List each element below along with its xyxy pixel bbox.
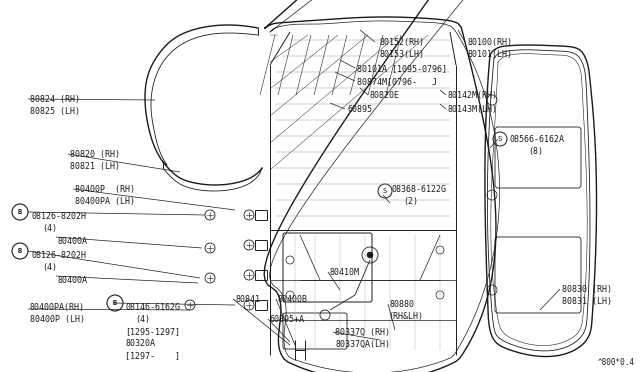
Text: 80143M(LH): 80143M(LH) (448, 105, 498, 114)
Text: (8): (8) (528, 147, 543, 156)
Text: ^800*0.4: ^800*0.4 (598, 358, 635, 367)
Text: 80400A: 80400A (58, 237, 88, 246)
Text: 80337Q (RH): 80337Q (RH) (335, 328, 390, 337)
Text: 80337QA(LH): 80337QA(LH) (335, 340, 390, 349)
Text: 60895: 60895 (347, 105, 372, 114)
Text: (RH&LH): (RH&LH) (388, 312, 423, 321)
Text: (4): (4) (42, 224, 57, 233)
Text: 08126-8202H: 08126-8202H (32, 212, 87, 221)
Text: 80320A: 80320A (125, 339, 155, 348)
Text: 80100(RH): 80100(RH) (468, 38, 513, 47)
Text: 80400P (LH): 80400P (LH) (30, 315, 85, 324)
Text: 08566-6162A: 08566-6162A (510, 135, 565, 144)
Text: B: B (18, 209, 22, 215)
Text: 80101(LH): 80101(LH) (468, 50, 513, 59)
Text: 80400B: 80400B (278, 295, 308, 304)
Text: 80820E: 80820E (370, 91, 400, 100)
Text: 80880: 80880 (390, 300, 415, 309)
Text: 08146-6162G: 08146-6162G (125, 303, 180, 312)
Text: (4): (4) (135, 315, 150, 324)
Text: 80874M[0796-   J: 80874M[0796- J (357, 77, 437, 86)
Text: 80825 (LH): 80825 (LH) (30, 107, 80, 116)
Text: 80101A [1095-0796]: 80101A [1095-0796] (357, 64, 447, 73)
Text: B: B (113, 300, 117, 306)
Text: B: B (18, 248, 22, 254)
Circle shape (367, 252, 373, 258)
Text: 80820 (RH): 80820 (RH) (70, 150, 120, 159)
Text: 80400A: 80400A (58, 276, 88, 285)
Text: 60895+A: 60895+A (270, 315, 305, 324)
Text: [1295-1297]: [1295-1297] (125, 327, 180, 336)
Text: 80142M(RH): 80142M(RH) (448, 91, 498, 100)
Text: 80153(LH): 80153(LH) (380, 50, 425, 59)
Text: (2): (2) (403, 197, 418, 206)
Text: 80410M: 80410M (330, 268, 360, 277)
Text: 80400PA(RH): 80400PA(RH) (30, 303, 85, 312)
Text: 80400P  (RH): 80400P (RH) (75, 185, 135, 194)
Text: S: S (383, 188, 387, 194)
Text: [1297-    ]: [1297- ] (125, 351, 180, 360)
Text: 80830 (RH): 80830 (RH) (562, 285, 612, 294)
Text: 80841: 80841 (235, 295, 260, 304)
Text: S: S (498, 136, 502, 142)
Text: 80152(RH): 80152(RH) (380, 38, 425, 47)
Text: 80831 (LH): 80831 (LH) (562, 297, 612, 306)
Text: 80821 (LH): 80821 (LH) (70, 162, 120, 171)
Text: 08126-8202H: 08126-8202H (32, 251, 87, 260)
Text: 08368-6122G: 08368-6122G (392, 185, 447, 194)
Text: 80824 (RH): 80824 (RH) (30, 95, 80, 104)
Text: 80400PA (LH): 80400PA (LH) (75, 197, 135, 206)
Text: (4): (4) (42, 263, 57, 272)
